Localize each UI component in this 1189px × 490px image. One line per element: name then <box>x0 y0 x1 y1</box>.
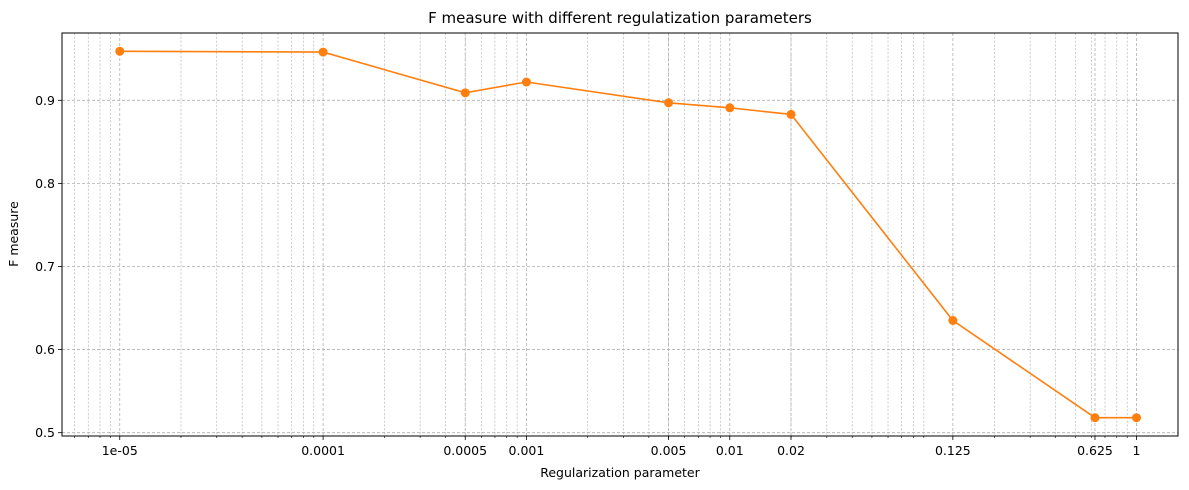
x-tick-label: 0.0005 <box>443 443 487 458</box>
x-axis-label: Regularization parameter <box>540 465 700 480</box>
x-tick-label: 1e-05 <box>102 443 138 458</box>
data-point <box>318 47 328 57</box>
x-tick-label: 0.001 <box>509 443 545 458</box>
data-point <box>725 103 735 113</box>
minor-grid <box>74 33 1128 436</box>
x-tick-label: 0.0001 <box>301 443 345 458</box>
y-axis: 0.5 0.6 0.7 0.8 0.9 <box>35 93 62 440</box>
plot-frame <box>61 32 1179 437</box>
series-layer <box>115 46 1141 423</box>
data-point <box>115 46 125 56</box>
x-tick-label: 0.01 <box>716 443 744 458</box>
data-point <box>1131 413 1141 423</box>
x-tick-label: 0.625 <box>1077 443 1113 458</box>
data-point <box>1090 413 1100 423</box>
major-grid <box>62 33 1178 436</box>
x-axis: 1e-05 0.0001 0.0005 0.001 0.005 0.01 0.02 0.125… <box>74 436 1141 458</box>
y-tick-label: 0.6 <box>35 342 55 357</box>
series-line <box>119 50 1137 419</box>
x-tick-label: 0.02 <box>777 443 805 458</box>
chart-title: F measure with different regulatization … <box>428 9 812 27</box>
y-tick-label: 0.8 <box>35 176 55 191</box>
data-point <box>786 109 796 119</box>
data-point <box>948 316 958 326</box>
y-tick-label: 0.7 <box>35 259 55 274</box>
y-tick-label: 0.5 <box>35 425 55 440</box>
data-point <box>664 98 674 108</box>
x-tick-label: 1 <box>1133 443 1141 458</box>
data-point <box>460 88 470 98</box>
y-tick-label: 0.9 <box>35 93 55 108</box>
data-point <box>521 77 531 87</box>
x-tick-label: 0.005 <box>651 443 687 458</box>
x-tick-label: 0.125 <box>935 443 971 458</box>
y-axis-label: F measure <box>6 201 21 267</box>
